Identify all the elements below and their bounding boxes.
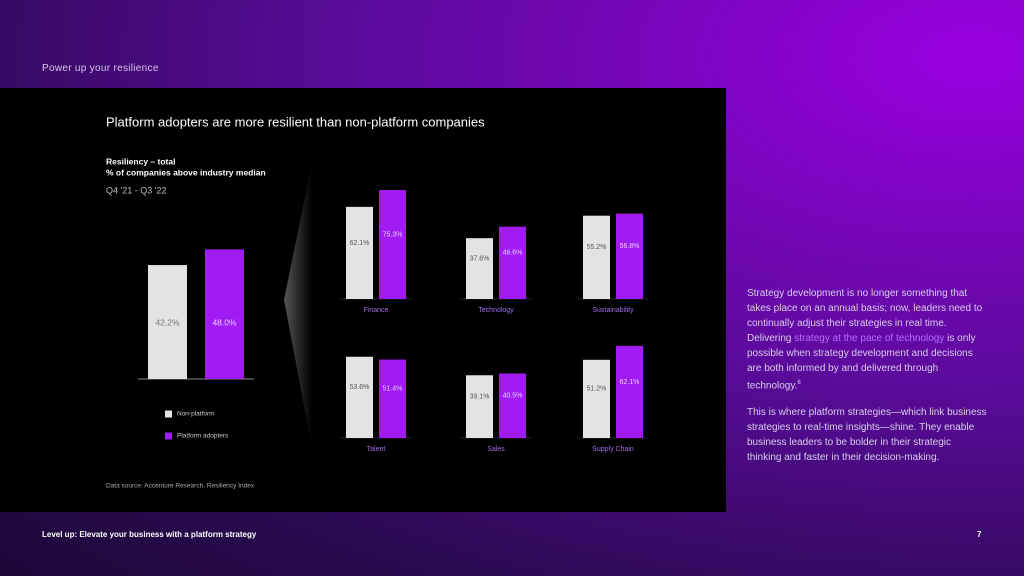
chart-subtitle: % of companies above industry median bbox=[106, 167, 266, 177]
paragraph-text: Strategy development is no longer someth… bbox=[747, 288, 983, 344]
page-number: 7 bbox=[977, 530, 982, 539]
value-label: 51.2% bbox=[587, 386, 607, 393]
bar bbox=[616, 213, 643, 299]
category-label: Finance bbox=[364, 307, 389, 314]
bar bbox=[499, 373, 526, 438]
value-label: 39.1% bbox=[470, 393, 490, 400]
chart-title: Resiliency – total bbox=[106, 156, 175, 166]
footnote-ref: 6 bbox=[797, 380, 801, 386]
bar bbox=[205, 249, 244, 379]
value-label: 75.3% bbox=[383, 231, 403, 238]
bar bbox=[466, 375, 493, 438]
category-label: Technology bbox=[478, 307, 514, 314]
data-source: Data source: Accenture Research, Resilie… bbox=[106, 483, 255, 490]
category-label: Talent bbox=[367, 446, 386, 453]
paragraph-text: This is where platform strategies—which … bbox=[747, 407, 987, 464]
body-text: Strategy development is no longer someth… bbox=[747, 286, 987, 477]
highlight-text: strategy at the pace of technology bbox=[794, 333, 945, 344]
value-label: 53.6% bbox=[350, 384, 370, 391]
value-label: 55.2% bbox=[587, 244, 607, 251]
category-label: Sustainability bbox=[592, 307, 634, 314]
value-label: 51.4% bbox=[383, 386, 403, 393]
bar bbox=[616, 345, 643, 438]
paragraph: This is where platform strategies—which … bbox=[747, 405, 987, 465]
bar bbox=[466, 238, 493, 299]
header: Power up your resilience bbox=[42, 63, 159, 74]
legend-label: Platform adopters bbox=[177, 433, 229, 440]
funnel-shape bbox=[284, 163, 312, 448]
value-label: 37.6% bbox=[470, 255, 490, 262]
bar bbox=[499, 226, 526, 299]
value-label: 42.2% bbox=[155, 317, 180, 327]
bar bbox=[379, 190, 406, 299]
bar bbox=[148, 265, 187, 379]
value-label: 56.8% bbox=[620, 243, 640, 250]
value-label: 62.1% bbox=[620, 379, 640, 386]
paragraph: Strategy development is no longer someth… bbox=[747, 286, 987, 393]
category-label: Sales bbox=[487, 446, 505, 453]
category-label: Supply Chain bbox=[592, 446, 634, 453]
bar bbox=[346, 206, 373, 299]
chart-period: Q4 '21 - Q3 '22 bbox=[106, 185, 166, 195]
footer: Level up: Elevate your business with a p… bbox=[42, 530, 257, 539]
bar bbox=[379, 359, 406, 438]
bar bbox=[583, 359, 610, 438]
value-label: 40.5% bbox=[503, 393, 523, 400]
paragraph-text: is only possible when strategy developme… bbox=[747, 333, 976, 392]
legend-swatch bbox=[165, 410, 172, 418]
value-label: 48.0% bbox=[212, 317, 237, 327]
legend-label: Non-platform bbox=[177, 411, 215, 418]
bar bbox=[583, 215, 610, 299]
legend-swatch bbox=[165, 432, 172, 440]
value-label: 62.1% bbox=[350, 240, 370, 247]
chart-panel: Platform adopters are more resilient tha… bbox=[0, 88, 726, 512]
panel-title: Platform adopters are more resilient tha… bbox=[106, 114, 485, 129]
bar bbox=[346, 356, 373, 438]
value-label: 46.6% bbox=[503, 250, 523, 257]
